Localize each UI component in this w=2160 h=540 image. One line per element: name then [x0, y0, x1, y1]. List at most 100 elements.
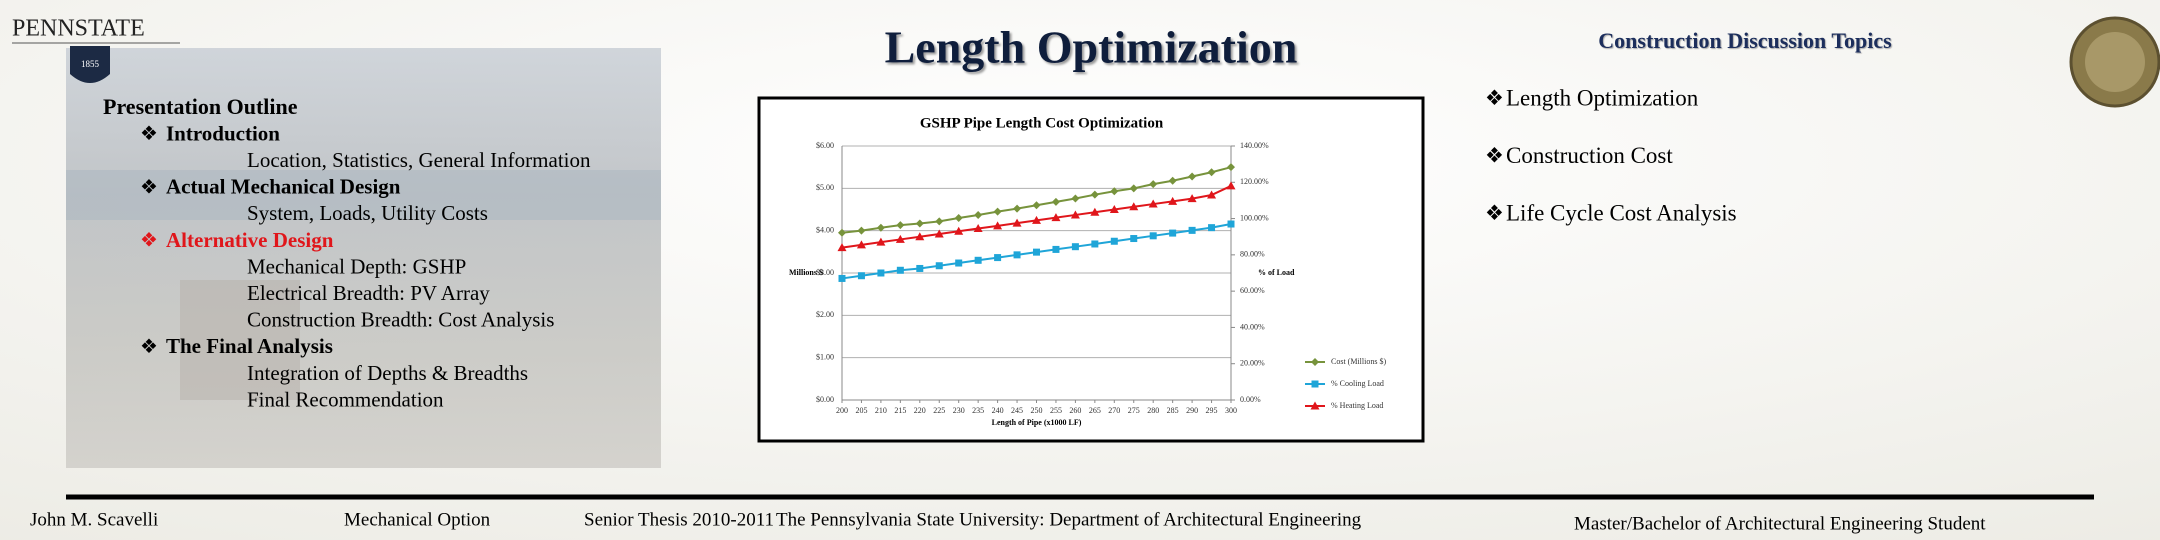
y-tick-label: $0.00	[816, 395, 834, 404]
x-tick-label: 270	[1108, 406, 1120, 415]
x-tick-label: 275	[1128, 406, 1140, 415]
marker	[1071, 243, 1079, 251]
y-tick-label: $5.00	[816, 183, 834, 192]
outline-heading: Actual Mechanical Design	[166, 175, 401, 199]
marker	[1070, 210, 1080, 219]
marker	[993, 207, 1002, 216]
y-tick-label: $1.00	[816, 352, 834, 361]
emblem-inner	[2085, 32, 2145, 92]
marker	[1051, 197, 1060, 206]
y-tick-label: $4.00	[816, 225, 834, 234]
footer-text: John M. Scavelli	[30, 509, 158, 530]
photo-water	[66, 170, 661, 220]
marker	[1149, 180, 1158, 189]
marker	[838, 228, 846, 237]
marker	[857, 226, 866, 235]
marker	[916, 264, 924, 272]
legend-label: % Cooling Load	[1331, 379, 1384, 388]
marker	[993, 221, 1003, 230]
marker	[1226, 181, 1236, 190]
marker	[1071, 194, 1080, 203]
y2-tick-label: 40.00%	[1240, 322, 1265, 331]
outline: Presentation Outline ❖ Introduction Locatio…	[103, 94, 591, 411]
chart-title: GSHP Pipe Length Cost Optimization	[920, 115, 1164, 131]
x-axis-label: Length of Pipe (x1000 LF)	[992, 418, 1082, 427]
x-tick-label: 265	[1089, 406, 1101, 415]
y2-tick-label: 100.00%	[1240, 213, 1269, 222]
marker	[974, 211, 983, 220]
marker	[1169, 229, 1177, 237]
marker	[1090, 207, 1100, 216]
x-tick-label: 285	[1167, 406, 1179, 415]
topic-item: Construction Cost	[1506, 143, 1673, 168]
slide-title: Length Optimization	[885, 22, 1298, 73]
x-tick-label: 220	[914, 406, 926, 415]
marker	[1110, 187, 1119, 196]
topic-item: Life Cycle Cost Analysis	[1506, 200, 1737, 225]
marker	[1129, 202, 1139, 211]
chart: GSHP Pipe Length Cost Optimization $0.00 $…	[789, 115, 1386, 426]
marker	[954, 213, 963, 222]
bullet: ❖	[1485, 143, 1504, 167]
marker	[915, 219, 924, 228]
marker	[1227, 220, 1235, 228]
marker	[837, 243, 847, 252]
y2-axis-label: % of Load	[1258, 268, 1295, 277]
x-tick-label: 205	[855, 406, 867, 415]
outline-heading: Alternative Design	[166, 228, 334, 252]
marker	[1109, 205, 1119, 213]
y2-tick-label: 20.00%	[1240, 359, 1265, 368]
y2-tick-label: 140.00%	[1240, 141, 1269, 150]
marker	[877, 269, 885, 277]
marker	[915, 232, 925, 241]
chart-frame	[757, 96, 1425, 443]
x-tick-label: 210	[875, 406, 887, 415]
marker	[954, 226, 964, 235]
marker	[856, 240, 866, 249]
marker	[1051, 213, 1061, 222]
logo-shield	[70, 46, 110, 83]
x-tick-label: 290	[1186, 406, 1198, 415]
y2-tick-label: 80.00%	[1240, 250, 1265, 259]
x-tick-label: 260	[1069, 406, 1081, 415]
marker	[1208, 224, 1216, 232]
bullet: ❖	[140, 176, 158, 198]
marker	[935, 217, 944, 226]
bullet: ❖	[140, 230, 158, 252]
photo-building	[180, 280, 300, 400]
marker	[857, 272, 865, 280]
bullet: ❖	[1485, 86, 1504, 110]
marker	[935, 262, 943, 270]
x-tick-label: 225	[933, 406, 945, 415]
marker	[1110, 237, 1118, 245]
footer-text: Senior Thesis 2010-2011	[584, 509, 774, 530]
marker	[1168, 176, 1177, 185]
legend-label: % Heating Load	[1331, 401, 1383, 410]
y-tick-label: $6.00	[816, 141, 834, 150]
bullet: ❖	[140, 336, 158, 358]
marker	[1013, 251, 1021, 259]
y2-tick-label: 0.00%	[1240, 395, 1261, 404]
marker	[895, 234, 905, 243]
marker	[1148, 199, 1158, 208]
marker	[1012, 218, 1022, 227]
marker	[1188, 172, 1197, 181]
marker	[1188, 226, 1196, 234]
legend-marker	[1311, 358, 1319, 366]
outline-item: Construction Breadth: Cost Analysis	[247, 308, 554, 332]
marker	[876, 223, 885, 232]
topics-title: Construction Discussion Topics	[1598, 28, 1892, 53]
y2-tick-label: 120.00%	[1240, 177, 1269, 186]
marker	[1187, 194, 1197, 203]
x-tick-label: 250	[1031, 406, 1043, 415]
marker	[1168, 196, 1178, 205]
outline-heading: The Final Analysis	[166, 334, 333, 358]
marker	[1207, 190, 1217, 199]
footer-text: Mechanical Option	[344, 509, 491, 530]
outline-title: Presentation Outline	[103, 94, 298, 119]
x-tick-label: 295	[1206, 406, 1218, 415]
marker	[1227, 163, 1235, 172]
x-tick-label: 240	[992, 406, 1004, 415]
marker	[1091, 240, 1099, 248]
background-photo	[66, 48, 661, 468]
